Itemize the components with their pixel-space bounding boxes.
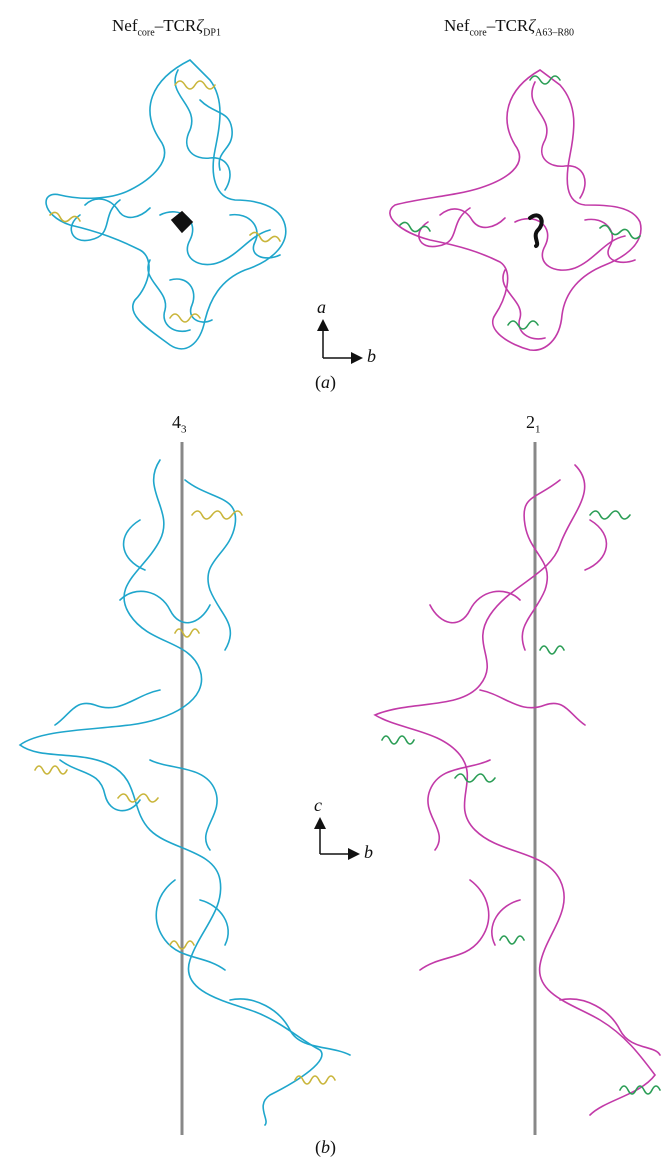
- panel-a-left-title: Nefcore–TCRζDP1: [112, 16, 221, 39]
- right-screw-axis-label: 21: [526, 412, 541, 436]
- panel-b-right-structure: [373, 464, 661, 1116]
- panel-a-left-structure: [45, 59, 287, 350]
- panel-a-axis-b-label: b: [367, 346, 376, 366]
- panel-b-letter: b: [321, 1137, 330, 1157]
- green-peptides: [399, 75, 641, 330]
- green-peptide-column: [381, 510, 661, 1095]
- yellow-peptides: [49, 80, 281, 323]
- cyan-protein-chains: [45, 59, 287, 350]
- panel-b-left-structure: [18, 459, 351, 1126]
- panel-b-axis-b-label: b: [364, 842, 373, 862]
- four-fold-axis-marker: [170, 210, 194, 234]
- panel-a-axes: [317, 319, 363, 364]
- panel-b-axes: [314, 817, 360, 860]
- magenta-protein-column: [373, 464, 661, 1116]
- panel-a-letter: a: [321, 372, 330, 392]
- panel-a-right-title: Nefcore–TCRζA63–R80: [444, 16, 575, 39]
- left-screw-axis-label: 43: [172, 412, 187, 436]
- panel-b-label: (b): [315, 1137, 336, 1157]
- panel-a-right-structure: [389, 69, 642, 351]
- two-fold-axis-marker: [528, 213, 544, 248]
- cyan-protein-column: [18, 459, 351, 1126]
- yellow-peptide-column: [34, 510, 336, 1085]
- magenta-protein-chains: [389, 69, 642, 351]
- panel-a-axis-a-label: a: [317, 297, 326, 317]
- panel-b-axis-c-label: c: [314, 795, 322, 815]
- panel-a-label: (a): [315, 372, 336, 392]
